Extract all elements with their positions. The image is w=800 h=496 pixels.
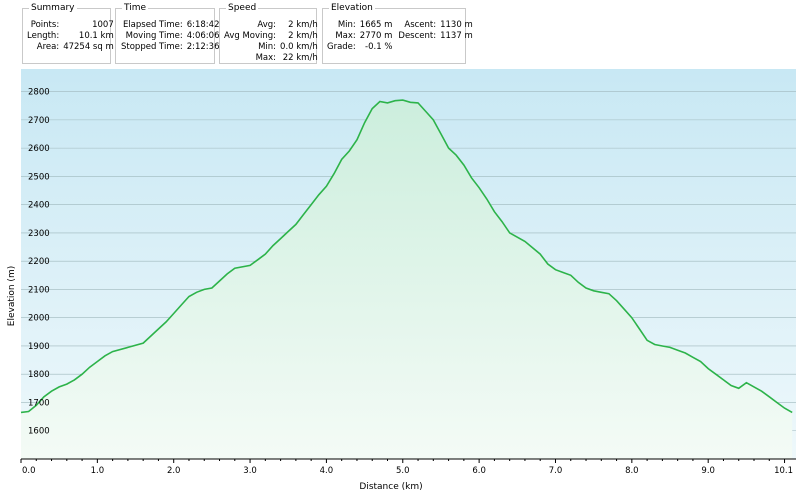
y-tick-label: 1900	[28, 342, 50, 352]
speed-title: Speed	[226, 3, 259, 14]
x-tick-label: 2.0	[167, 466, 181, 476]
time-table: Elapsed Time: 6:18:42 Moving Time: 4:06:06…	[119, 20, 220, 53]
avg-speed-value: 2 km/h	[288, 20, 318, 30]
moving-time-label: Moving Time:	[125, 31, 183, 41]
points-value: 1007	[92, 20, 114, 30]
y-tick-label: 1700	[28, 398, 50, 408]
x-tick-label: 7.0	[549, 466, 563, 476]
x-tick-labels: 0.0 1.0 2.0 3.0 4.0 5.0 6.0 7.0 8.0 9.0 10.1	[20, 459, 793, 476]
x-tick-label: 6.0	[472, 466, 486, 476]
x-tick-label: 8.0	[625, 466, 639, 476]
grade-value: -0.1 %	[365, 42, 393, 52]
speed-panel: Speed Avg: 2 km/h Avg Moving: 2 km/h Min: 0…	[219, 3, 318, 64]
x-tick-label: 3.0	[243, 466, 257, 476]
max-speed-value: 22 km/h	[282, 53, 318, 63]
y-tick-label: 2400	[28, 201, 50, 211]
y-tick-labels: 1600 1700 1800 1900 2000 2100 2200 2300 2400 2500…	[28, 88, 50, 437]
summary-panel: Summary Points: 1007 Length: 10.1 km Area:…	[22, 3, 114, 64]
x-tick-label: 5.0	[396, 466, 410, 476]
y-axis-label: Elevation (m)	[7, 266, 17, 326]
points-label: Points:	[30, 20, 60, 30]
avg-speed-label: Avg:	[257, 20, 277, 30]
x-tick-label: 1.0	[91, 466, 105, 476]
min-elevation-label: Min:	[337, 20, 356, 30]
y-tick-label: 2800	[28, 88, 50, 98]
area-label: Area:	[36, 42, 60, 52]
x-axis-label: Distance (km)	[359, 482, 422, 492]
y-tick-label: 2500	[28, 172, 50, 182]
y-tick-label: 2600	[28, 144, 50, 154]
length-value: 10.1 km	[78, 31, 114, 41]
summary-table: Points: 1007 Length: 10.1 km Area: 47254 sq…	[25, 20, 114, 53]
y-tick-label: 1800	[28, 370, 50, 380]
elevation-panel: Elevation Min: 1665 m Ascent: 1130 m Max…	[322, 3, 473, 64]
elevation-line	[20, 99, 793, 414]
min-speed-label: Min:	[258, 42, 277, 52]
avg-moving-speed-value: 2 km/h	[288, 31, 318, 41]
y-tick-label: 2200	[28, 257, 50, 267]
elapsed-time-label: Elapsed Time:	[122, 20, 183, 30]
x-tick-label: 4.0	[320, 466, 334, 476]
ascent-value: 1130 m	[440, 20, 473, 30]
max-elevation-value: 2770 m	[359, 31, 393, 41]
y-tick-label: 1600	[28, 427, 50, 437]
stopped-time-label: Stopped Time:	[121, 42, 183, 52]
descent-value: 1137 m	[440, 31, 473, 41]
elevation-profile-chart: 1600 1700 1800 1900 2000 2100 2200 2300 2400 2500…	[7, 69, 796, 492]
x-tick-label: 0.0	[22, 466, 36, 476]
y-tick-label: 2300	[28, 229, 50, 239]
time-panel: Time Elapsed Time: 6:18:42 Moving Time: 4:…	[115, 3, 220, 64]
elapsed-time-value: 6:18:42	[186, 20, 220, 30]
moving-time-value: 4:06:06	[186, 31, 220, 41]
elevation-title: Elevation	[329, 3, 375, 14]
area-value: 47254 sq m	[63, 42, 114, 52]
avg-moving-speed-label: Avg Moving:	[224, 31, 277, 41]
stopped-time-value: 2:12:36	[186, 42, 220, 52]
grade-label: Grade:	[327, 42, 356, 52]
y-tick-label: 2100	[28, 285, 50, 295]
min-speed-value: 0.0 km/h	[280, 42, 318, 52]
max-elevation-label: Max:	[335, 31, 356, 41]
summary-title: Summary	[29, 3, 77, 14]
x-tick-label: 9.0	[701, 466, 715, 476]
speed-table: Avg: 2 km/h Avg Moving: 2 km/h Min: 0.0 km/…	[222, 20, 318, 64]
min-elevation-value: 1665 m	[359, 20, 393, 30]
y-tick-label: 2700	[28, 116, 50, 126]
y-tick-label: 2000	[28, 314, 50, 324]
ascent-label: Ascent:	[404, 20, 437, 30]
max-speed-label: Max:	[255, 53, 277, 63]
elevation-area	[21, 100, 793, 459]
elevation-table: Min: 1665 m Ascent: 1130 m Max: 2770 m D…	[325, 20, 473, 53]
time-title: Time	[122, 3, 149, 14]
descent-label: Descent:	[398, 31, 437, 41]
length-label: Length:	[27, 31, 60, 41]
x-tick-label: 10.1	[774, 466, 793, 476]
